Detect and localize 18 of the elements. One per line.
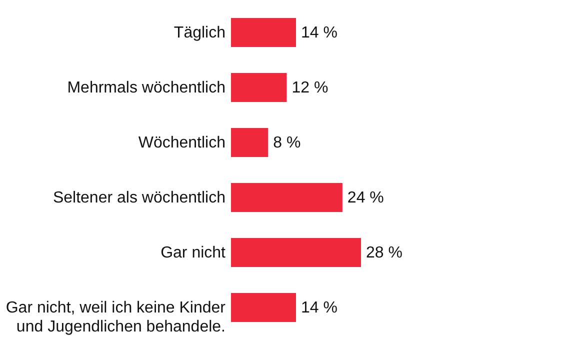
data-label: 14 % xyxy=(301,24,338,42)
y-tick-label: Wöchentlich xyxy=(138,134,226,152)
y-tick-label: Gar nicht, weil ich keine Kinder und Jugendlichen behandele. xyxy=(6,300,226,336)
data-label: 12 % xyxy=(292,80,328,96)
bar xyxy=(231,238,361,267)
y-tick-label: Täglich xyxy=(174,24,226,42)
bar xyxy=(231,128,268,157)
bar xyxy=(231,293,296,322)
data-label: 28 % xyxy=(366,244,402,262)
bar xyxy=(231,73,287,102)
bar xyxy=(231,183,342,212)
data-label: 24 % xyxy=(347,190,384,206)
data-label: 14 % xyxy=(301,300,338,316)
y-tick-label: Mehrmals wöchentlich xyxy=(67,80,226,96)
data-label: 8 % xyxy=(273,134,301,152)
bar xyxy=(231,18,296,47)
y-tick-label: Seltener als wöchentlich xyxy=(52,190,226,206)
y-tick-label: Gar nicht xyxy=(160,244,226,262)
